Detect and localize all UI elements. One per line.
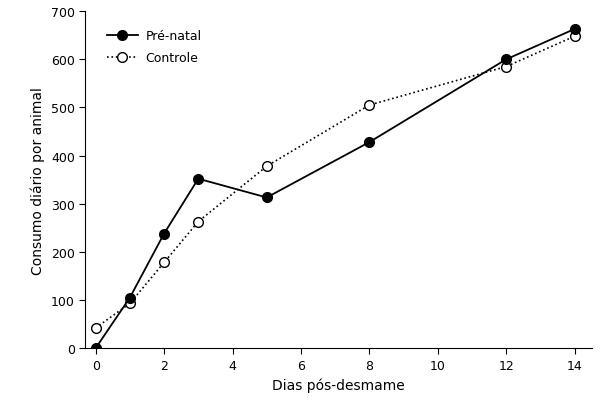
Pré-natal [263,196,270,200]
Pré-natal [365,141,373,145]
Legend: Pré-natal, Controle: Pré-natal, Controle [102,25,207,70]
Line: Pré-natal: Pré-natal [91,25,580,353]
Pré-natal [160,232,168,237]
Pré-natal [503,58,510,63]
Pré-natal [92,346,99,351]
Controle [571,35,578,40]
Y-axis label: Consumo diário por animal: Consumo diário por animal [31,87,45,274]
Controle [195,220,202,224]
Controle [503,65,510,70]
Pré-natal [571,28,578,32]
Pré-natal [126,295,134,300]
Line: Controle: Controle [91,32,580,333]
Pré-natal [195,177,202,182]
Controle [126,301,134,306]
X-axis label: Dias pós-desmame: Dias pós-desmame [272,377,405,392]
Controle [365,103,373,108]
Controle [263,164,270,169]
Controle [92,326,99,330]
Controle [160,260,168,265]
